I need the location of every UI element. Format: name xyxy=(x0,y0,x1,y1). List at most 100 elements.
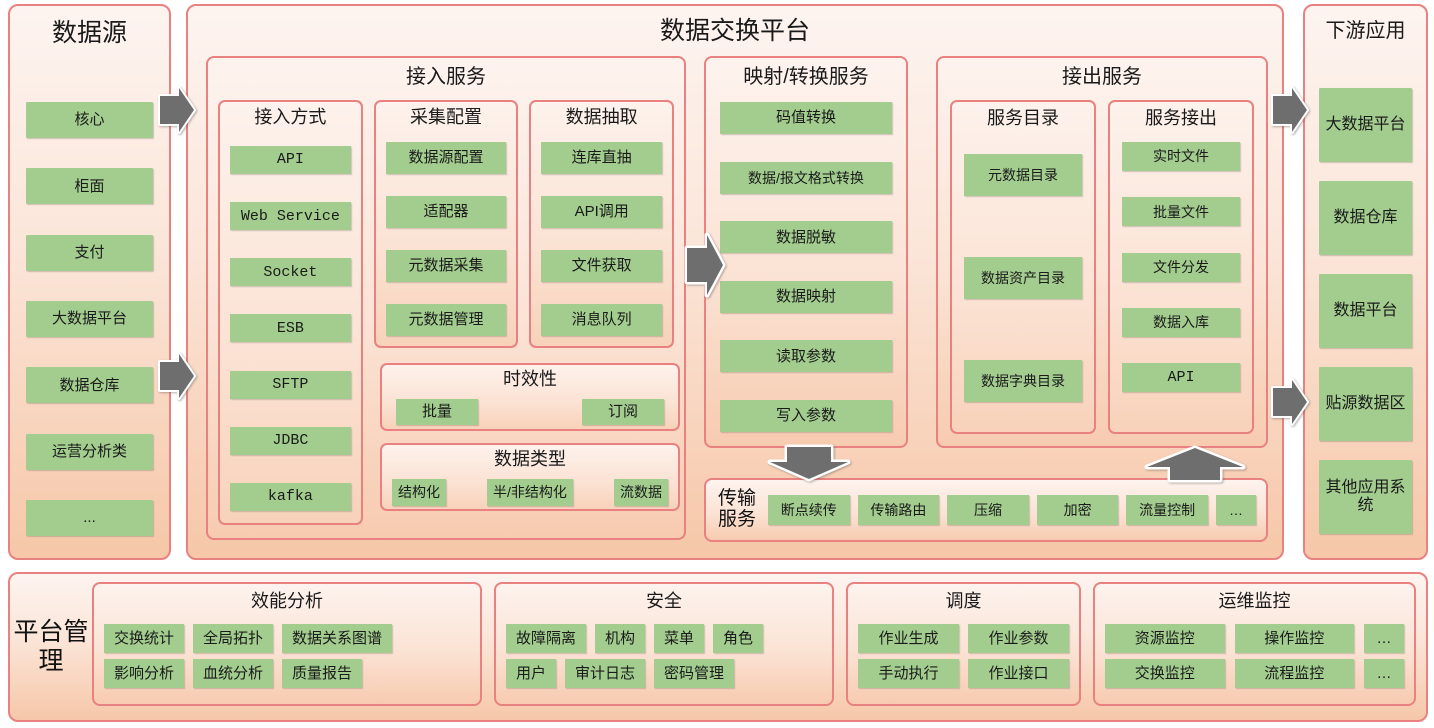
list-item[interactable]: 故障隔离 xyxy=(506,624,587,653)
list-item[interactable]: 加密 xyxy=(1036,495,1119,525)
list-item[interactable]: API调用 xyxy=(541,196,663,228)
list-item[interactable]: 全局拓扑 xyxy=(193,624,274,653)
list-item[interactable]: 大数据平台 xyxy=(1319,88,1412,162)
downstream-title: 下游应用 xyxy=(1325,20,1406,42)
list-item[interactable]: 连库直抽 xyxy=(541,142,663,174)
list-item[interactable]: 批量文件 xyxy=(1122,197,1240,227)
timeliness-chips: 批量 订阅 xyxy=(396,399,664,425)
timeliness-title: 时效性 xyxy=(503,369,557,389)
access-service-columns: 接入方式 API Web Service Socket ESB SFTP JDB… xyxy=(218,100,675,525)
table-row: 交换统计 全局拓扑 数据关系图谱 xyxy=(104,624,470,653)
list-item[interactable]: 数据平台 xyxy=(1319,274,1412,348)
list-item[interactable]: 数据/报文格式转换 xyxy=(720,161,892,194)
list-item[interactable]: 流量控制 xyxy=(1126,495,1208,525)
list-item[interactable]: 手动执行 xyxy=(858,659,959,688)
list-item[interactable]: 压缩 xyxy=(947,495,1029,525)
output-service-title: 接出服务 xyxy=(1062,66,1142,88)
collect-config-column: 采集配置 数据源配置 适配器 元数据采集 元数据管理 xyxy=(373,100,519,348)
list-item[interactable]: 批量 xyxy=(396,399,478,425)
service-export-column: 服务接出 实时文件 批量文件 文件分发 数据入库 API xyxy=(1108,100,1254,434)
list-item[interactable]: 数据脱敏 xyxy=(720,221,892,254)
list-item[interactable]: 角色 xyxy=(713,624,764,653)
list-item[interactable]: 实时文件 xyxy=(1122,142,1240,171)
list-item[interactable]: 码值转换 xyxy=(720,102,892,134)
list-item[interactable]: 大数据平台 xyxy=(26,300,153,337)
list-item[interactable]: 流程监控 xyxy=(1234,659,1354,688)
list-item[interactable]: 半/非结构化 xyxy=(487,479,573,506)
list-item[interactable]: 数据资产目录 xyxy=(964,257,1082,299)
list-item[interactable]: 质量报告 xyxy=(282,659,363,688)
list-item[interactable]: 作业生成 xyxy=(858,624,959,653)
service-catalog-column: 服务目录 元数据目录 数据资产目录 数据字典目录 xyxy=(950,100,1096,434)
list-item[interactable]: 数据源配置 xyxy=(385,142,507,174)
list-item[interactable]: 断点续传 xyxy=(768,495,850,525)
list-item[interactable]: 资源监控 xyxy=(1105,624,1225,653)
service-catalog-title: 服务目录 xyxy=(987,108,1059,128)
list-item[interactable]: 读取参数 xyxy=(720,340,892,373)
list-item[interactable]: 传输路由 xyxy=(857,495,940,525)
performance-analysis-group: 效能分析 交换统计 全局拓扑 数据关系图谱 影响分析 血统分析 质量报告 xyxy=(92,582,482,706)
access-service-title: 接入服务 xyxy=(406,66,486,88)
list-item[interactable]: 作业接口 xyxy=(968,659,1069,688)
list-item[interactable]: 元数据采集 xyxy=(385,250,507,282)
scheduling-rows: 作业生成 作业参数 手动执行 作业接口 xyxy=(858,618,1069,694)
list-item[interactable]: 作业参数 xyxy=(968,624,1069,653)
list-item[interactable]: 结构化 xyxy=(392,479,446,506)
arrow-platform-to-downstream-top-icon xyxy=(1270,86,1310,134)
data-type-title: 数据类型 xyxy=(494,449,566,469)
list-item[interactable]: 流数据 xyxy=(613,479,668,506)
list-item[interactable]: 血统分析 xyxy=(193,659,274,688)
table-row: 作业生成 作业参数 xyxy=(858,624,1069,653)
list-item[interactable]: 数据字典目录 xyxy=(964,360,1082,402)
list-item[interactable]: 文件分发 xyxy=(1122,252,1240,282)
list-item[interactable]: JDBC xyxy=(230,426,351,455)
list-item[interactable]: 机构 xyxy=(595,624,646,653)
data-sources-panel: 数据源 核心 柜面 支付 大数据平台 数据仓库 运营分析类 ... xyxy=(8,4,171,560)
list-item[interactable]: 订阅 xyxy=(582,399,664,425)
list-item[interactable]: 运营分析类 xyxy=(26,433,153,470)
list-item[interactable]: 数据仓库 xyxy=(1319,181,1412,255)
list-item[interactable]: 元数据管理 xyxy=(385,304,507,336)
arrow-mapping-to-transport-icon xyxy=(765,444,853,482)
list-item[interactable]: kafka xyxy=(230,482,351,511)
mapping-service-chips: 码值转换 数据/报文格式转换 数据脱敏 数据映射 读取参数 写入参数 xyxy=(720,102,892,432)
list-item[interactable]: 支付 xyxy=(26,234,153,271)
table-row: 交换监控 流程监控 … xyxy=(1105,659,1404,688)
list-item[interactable]: … xyxy=(1364,659,1404,688)
transport-service-group: 传输 服务 断点续传 传输路由 压缩 加密 流量控制 … xyxy=(704,478,1268,542)
list-item[interactable]: 审计日志 xyxy=(565,659,646,688)
list-item[interactable]: … xyxy=(1364,624,1404,653)
list-item[interactable]: 消息队列 xyxy=(541,304,663,336)
list-item[interactable]: 交换监控 xyxy=(1105,659,1225,688)
list-item[interactable]: Web Service xyxy=(230,202,351,231)
data-sources-title: 数据源 xyxy=(51,19,127,47)
list-item[interactable]: 元数据目录 xyxy=(964,154,1082,196)
list-item[interactable]: … xyxy=(1215,495,1256,525)
list-item[interactable]: API xyxy=(1122,363,1240,392)
list-item[interactable]: 菜单 xyxy=(654,624,705,653)
list-item[interactable]: 数据关系图谱 xyxy=(282,624,393,653)
list-item[interactable]: API xyxy=(230,146,351,174)
list-item[interactable]: 密码管理 xyxy=(654,659,735,688)
list-item[interactable]: 核心 xyxy=(26,102,153,138)
list-item[interactable]: 交换统计 xyxy=(104,624,185,653)
ops-monitoring-title: 运维监控 xyxy=(1218,591,1291,611)
list-item[interactable]: 数据仓库 xyxy=(26,367,153,404)
list-item[interactable]: SFTP xyxy=(230,370,351,399)
list-item[interactable]: ... xyxy=(26,499,153,536)
list-item[interactable]: 文件获取 xyxy=(541,250,663,282)
list-item[interactable]: 数据映射 xyxy=(720,280,892,313)
list-item[interactable]: 影响分析 xyxy=(104,659,185,688)
list-item[interactable]: 贴源数据区 xyxy=(1319,367,1412,441)
list-item[interactable]: 写入参数 xyxy=(720,399,892,432)
list-item[interactable]: 数据入库 xyxy=(1122,307,1240,337)
list-item[interactable]: 柜面 xyxy=(26,168,153,205)
list-item[interactable]: 适配器 xyxy=(385,196,507,228)
list-item[interactable]: 操作监控 xyxy=(1234,624,1354,653)
list-item[interactable]: Socket xyxy=(230,258,351,287)
transport-title-line1: 传输 xyxy=(717,488,756,510)
list-item[interactable]: 用户 xyxy=(506,659,557,688)
list-item[interactable]: 其他应用系统 xyxy=(1319,460,1412,534)
service-export-title: 服务接出 xyxy=(1145,108,1217,128)
list-item[interactable]: ESB xyxy=(230,314,351,343)
